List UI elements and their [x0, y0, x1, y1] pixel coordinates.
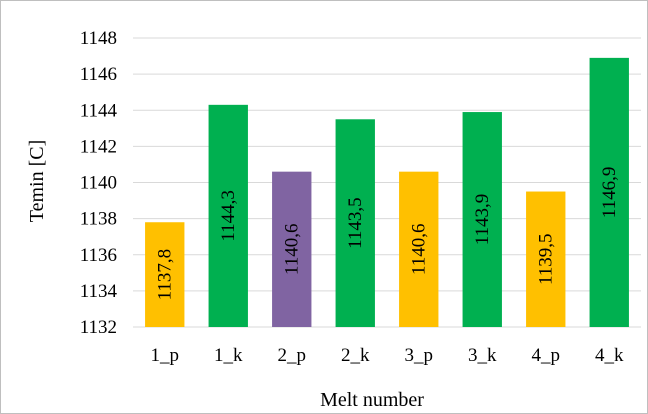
x-tick-label: 4_k [595, 345, 624, 366]
data-label-4_p: 1139,5 [535, 233, 556, 285]
bar-4_k [589, 57, 629, 328]
bar-2_k [335, 119, 375, 327]
bar-1_k [208, 104, 248, 327]
data-label-2_p: 1140,6 [281, 224, 302, 276]
y-axis-title: Temin [C] [26, 140, 48, 222]
x-axis-title: Melt number [320, 389, 424, 411]
y-tick-label: 1134 [80, 281, 118, 302]
data-label-4_k: 1146,9 [599, 167, 620, 219]
data-label-2_k: 1143,5 [345, 197, 366, 249]
bar-3_k [462, 112, 502, 328]
data-label-1_k: 1144,3 [218, 190, 239, 242]
y-tick-label: 1140 [80, 173, 117, 194]
bar-4_p [526, 191, 566, 327]
x-tick-label: 3_k [468, 345, 497, 366]
y-tick-label: 1132 [80, 317, 117, 338]
bar-2_p [272, 171, 312, 327]
bar-3_p [399, 171, 439, 327]
x-tick-label: 1_p [151, 345, 180, 366]
y-tick-label: 1142 [80, 136, 117, 157]
x-tick-label: 1_k [214, 345, 243, 366]
x-tick-label: 2_p [278, 345, 307, 366]
data-label-3_k: 1143,9 [472, 194, 493, 246]
x-tick-label: 4_p [532, 345, 561, 366]
data-label-3_p: 1140,6 [408, 224, 429, 276]
x-tick-label: 2_k [341, 345, 370, 366]
bar-1_p [145, 222, 185, 327]
y-tick-label: 1146 [80, 64, 117, 85]
y-tick-label: 1148 [80, 28, 117, 49]
bar-data-labels: 1137,8 1144,3 1140,6 1143,5 1140,6 1143,9 1139… [154, 167, 620, 301]
x-tick-label: 3_p [405, 345, 434, 366]
x-axis-ticks: 1_p 1_k 2_p 2_k 3_p 3_k 4_p 4_k [151, 345, 625, 366]
data-label-1_p: 1137,8 [154, 249, 175, 301]
y-tick-label: 1144 [80, 100, 118, 121]
y-axis-ticks: 1132 1134 1136 1138 1140 1142 1144 1146 1148 [80, 28, 118, 338]
y-tick-label: 1136 [80, 245, 117, 266]
bars [145, 57, 629, 328]
y-tick-label: 1138 [80, 209, 117, 230]
